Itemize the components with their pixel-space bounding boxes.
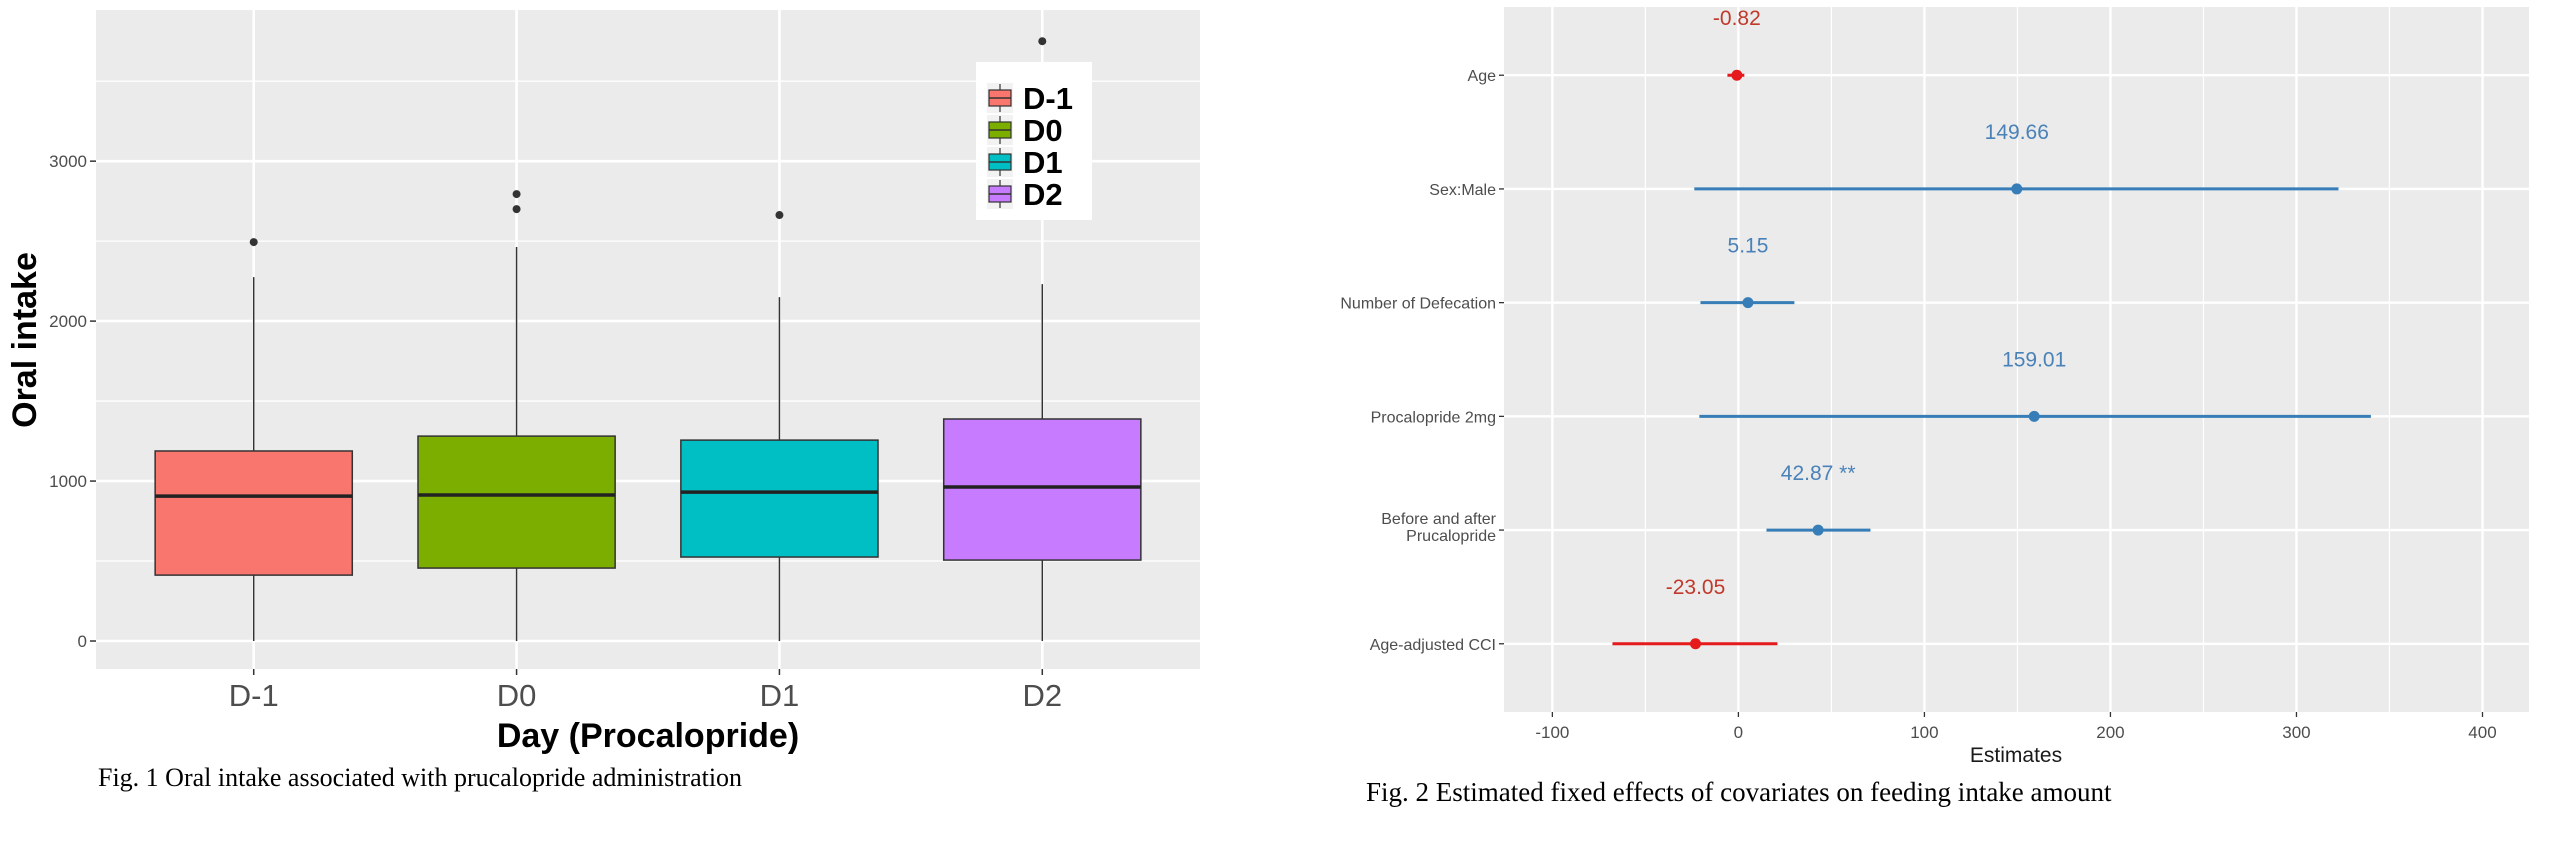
term-3: 159.01 <box>1699 348 2371 422</box>
legend-label: D2 <box>1023 177 1063 212</box>
estimate-label: 159.01 <box>2002 348 2066 371</box>
term-2: 5.15 <box>1700 235 1795 309</box>
estimate-label: 42.87 ** <box>1781 462 1856 485</box>
fig2-x-tick-label: 300 <box>2282 723 2310 742</box>
legend-item-D1: D1 <box>987 145 1063 180</box>
fig1-y-axis: 0 1000 2000 3000 <box>49 152 96 651</box>
legend-label: D0 <box>1023 113 1063 148</box>
outlier-point <box>249 238 258 247</box>
term-5: -23.05 <box>1612 576 1778 650</box>
legend-label: D-1 <box>1023 81 1073 116</box>
iqr-box <box>154 450 354 576</box>
fig1-x-axis-title: Day (Procalopride) <box>497 717 799 755</box>
fig1-y-axis-title: Oral intake <box>6 252 44 428</box>
fig1-x-tick-label: D2 <box>1022 678 1062 713</box>
box-D2 <box>942 37 1142 642</box>
estimate-label: 5.15 <box>1728 235 1769 258</box>
estimate-point <box>1742 297 1754 309</box>
fig2-term-label: Before and after <box>1381 511 1496 528</box>
box-D-1 <box>154 238 354 642</box>
figure-2-forest-plot: Age Sex:Male Number of Defecation Procalopr… <box>1340 7 2529 807</box>
estimate-label: -0.82 <box>1713 7 1761 30</box>
estimate-point <box>1731 69 1743 81</box>
fig1-y-tick-label: 0 <box>78 632 87 651</box>
iqr-box <box>942 418 1142 561</box>
fig2-x-axis-title: Estimates <box>1970 744 2062 767</box>
legend-label: D1 <box>1023 145 1063 180</box>
fig2-x-axis: -100 0 100 200 300 400 <box>1535 712 2497 742</box>
fig2-x-tick-label: 200 <box>2096 723 2124 742</box>
legend-item-D2: D2 <box>987 177 1063 212</box>
term-0: -0.82 <box>1713 7 1761 81</box>
iqr-box <box>680 439 879 558</box>
estimate-point <box>1812 524 1824 536</box>
fig2-y-axis: Age Sex:Male Number of Defecation Procalopr… <box>1340 68 1504 654</box>
box-D1 <box>680 211 879 642</box>
fig1-y-tick-label: 3000 <box>49 152 87 171</box>
fig2-term-label: Prucalopride <box>1406 528 1496 545</box>
outlier-point <box>512 190 521 199</box>
fig2-caption: Fig. 2 Estimated fixed effects of covari… <box>1366 777 2112 807</box>
fig2-term-label: Age <box>1468 68 1497 85</box>
fig2-x-tick-label: 400 <box>2468 723 2496 742</box>
fig2-estimates: -0.82 149.66 5.15 159.01 42.87 ** -23.05 <box>1612 7 2371 650</box>
box-D0 <box>417 190 616 642</box>
term-4: 42.87 ** <box>1766 462 1871 536</box>
estimate-label: 149.66 <box>1985 121 2049 144</box>
legend-item-D0: D0 <box>987 113 1063 148</box>
outlier-point <box>512 205 521 214</box>
outlier-point <box>1038 37 1047 46</box>
fig1-caption: Fig. 1 Oral intake associated with pruca… <box>98 763 742 792</box>
fig2-term-label: Procalopride 2mg <box>1371 409 1496 426</box>
estimate-point <box>1690 638 1702 650</box>
fig2-term-label: Number of Defecation <box>1340 296 1496 313</box>
fig2-term-label: Age-adjusted CCI <box>1370 637 1496 654</box>
fig2-x-tick-label: 0 <box>1734 723 1743 742</box>
fig2-x-tick-label: 100 <box>1910 723 1938 742</box>
estimate-label: -23.05 <box>1666 576 1726 599</box>
estimate-point <box>2011 183 2023 195</box>
fig2-gridlines <box>1504 7 2529 712</box>
fig1-y-tick-label: 2000 <box>49 312 87 331</box>
term-1: 149.66 <box>1694 121 2339 195</box>
fig2-x-tick-label: -100 <box>1535 723 1569 742</box>
fig2-term-label: Sex:Male <box>1429 182 1496 199</box>
fig1-x-tick-label: D-1 <box>229 678 279 713</box>
estimate-point <box>2028 410 2040 422</box>
fig1-boxes <box>154 37 1142 642</box>
outlier-point <box>775 211 784 220</box>
legend-item-D-1: D-1 <box>987 81 1073 116</box>
fig1-x-axis: D-1 D0 D1 D2 <box>229 669 1062 713</box>
iqr-box <box>417 435 616 569</box>
fig1-x-tick-label: D1 <box>760 678 800 713</box>
fig1-y-tick-label: 1000 <box>49 472 87 491</box>
fig2-plot-panel <box>1504 7 2529 712</box>
fig1-x-tick-label: D0 <box>497 678 537 713</box>
